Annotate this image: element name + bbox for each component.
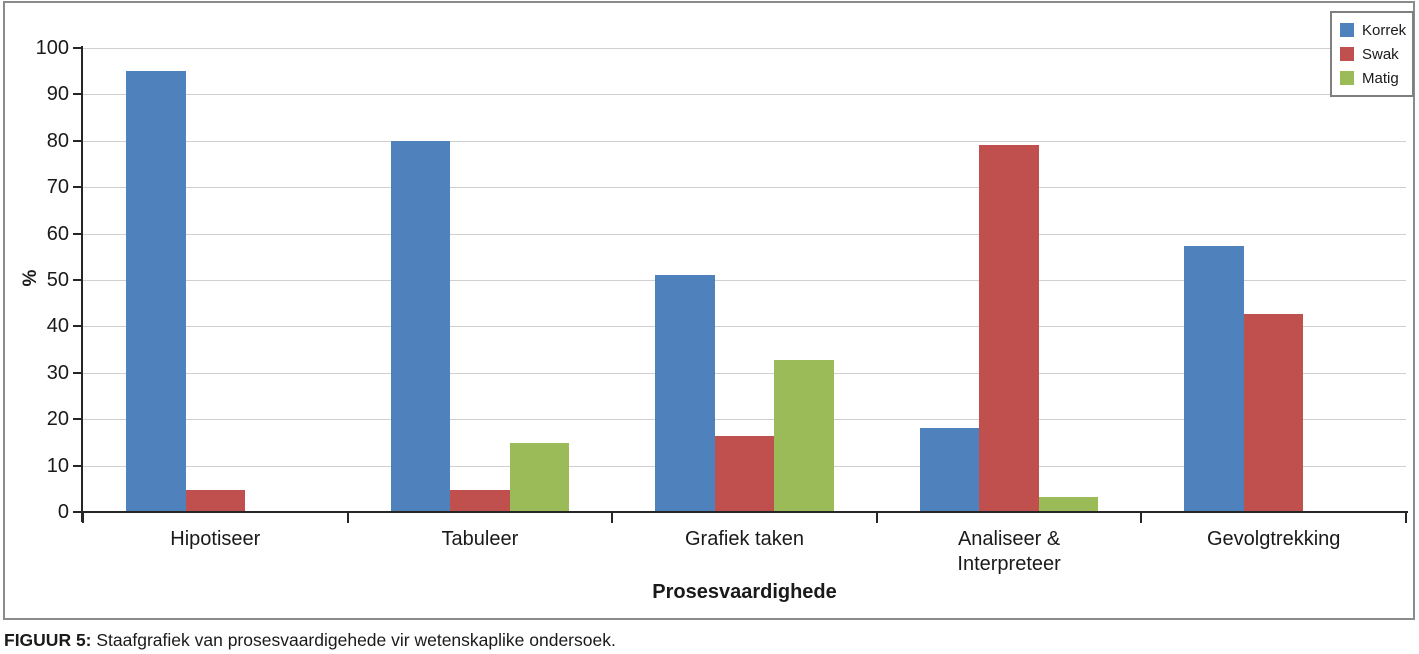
y-tick-30	[73, 371, 81, 374]
gridline-30	[83, 372, 1406, 374]
y-tick-90	[73, 93, 81, 96]
gridline-20	[83, 419, 1406, 421]
y-tick-10	[73, 464, 81, 467]
gridline-80	[83, 140, 1406, 142]
gridline-40	[83, 326, 1406, 328]
y-tick-40	[73, 325, 81, 328]
y-tick-100	[73, 47, 81, 49]
y-tick-label-90: 90	[46, 83, 69, 106]
bar-korrek-4	[919, 428, 980, 512]
x-tick-2	[611, 513, 614, 523]
category-label-2: Tabuleer	[441, 528, 519, 550]
gridline-70	[83, 187, 1406, 189]
x-axis-line	[81, 511, 1408, 513]
legend-label-swak: Swak	[1362, 45, 1399, 63]
y-tick-50	[73, 279, 81, 281]
x-tick-3	[875, 513, 878, 523]
x-axis-title: Prosesvaardighede	[652, 581, 837, 603]
category-label-5: Gevolgtrekking	[1206, 528, 1341, 550]
bar-korrek-3	[655, 275, 715, 512]
y-tick-label-20: 20	[46, 408, 69, 431]
bar-swak-2	[450, 489, 510, 512]
legend-item-matig: Matig	[1340, 66, 1406, 90]
gridline-90	[83, 94, 1406, 96]
bar-korrek-5	[1184, 245, 1244, 512]
x-tick-4	[1140, 513, 1143, 523]
y-axis-line	[81, 46, 83, 522]
y-tick-70	[73, 186, 81, 189]
category-label-4: Analiseer & Interpreteer	[957, 528, 1061, 575]
legend-label-matig: Matig	[1362, 69, 1399, 87]
y-tick-label-70: 70	[46, 176, 69, 199]
category-label-3: Grafiek taken	[685, 528, 804, 550]
y-tick-0	[73, 511, 81, 513]
y-tick-label-80: 80	[46, 129, 69, 152]
bar-korrek-1	[125, 71, 186, 512]
bar-matig-2	[509, 443, 570, 512]
y-tick-label-10: 10	[46, 454, 69, 477]
plot-area	[83, 48, 1406, 512]
legend-swatch-korrek-icon	[1340, 23, 1354, 37]
gridline-60	[83, 233, 1406, 235]
legend: Korrek Swak Matig	[1330, 11, 1414, 97]
bar-korrek-2	[390, 140, 451, 512]
bar-swak-1	[185, 489, 246, 512]
gridline-100	[83, 48, 1406, 49]
bar-swak-4	[979, 145, 1039, 512]
bar-swak-3	[714, 435, 775, 512]
y-tick-80	[73, 139, 81, 142]
y-tick-label-50: 50	[46, 269, 69, 291]
y-tick-20	[73, 418, 81, 421]
x-tick-5	[1405, 513, 1407, 523]
y-tick-label-0: 0	[57, 501, 69, 523]
bar-matig-4	[1038, 497, 1099, 512]
x-tick-0	[82, 513, 84, 523]
legend-swatch-matig-icon	[1340, 71, 1354, 85]
bar-swak-5	[1243, 314, 1304, 512]
legend-item-swak: Swak	[1340, 42, 1406, 66]
figure-caption: FIGUUR 5: Staafgrafiek van prosesvaardig…	[4, 630, 616, 651]
chart-figure: 0 10 20 30 40 50 60 70 80 90 100 Hipotiseer Tabuleer…	[3, 1, 1415, 620]
y-tick-label-40: 40	[46, 315, 69, 338]
y-tick-label-60: 60	[46, 222, 69, 245]
caption-text: Staafgrafiek van prosesvaardigehede vir …	[91, 630, 616, 650]
y-tick-60	[73, 232, 81, 235]
gridline-50	[83, 280, 1406, 281]
category-label-1: Hipotiseer	[170, 528, 261, 550]
y-tick-label-100: 100	[35, 37, 69, 59]
caption-label: FIGUUR 5:	[4, 630, 92, 650]
bar-matig-3	[774, 359, 834, 512]
y-axis-title: %	[20, 269, 41, 287]
y-tick-label-30: 30	[46, 361, 69, 384]
legend-label-korrek: Korrek	[1362, 21, 1407, 39]
legend-item-korrek: Korrek	[1340, 18, 1406, 42]
x-tick-1	[346, 513, 349, 523]
legend-swatch-swak-icon	[1340, 47, 1354, 61]
